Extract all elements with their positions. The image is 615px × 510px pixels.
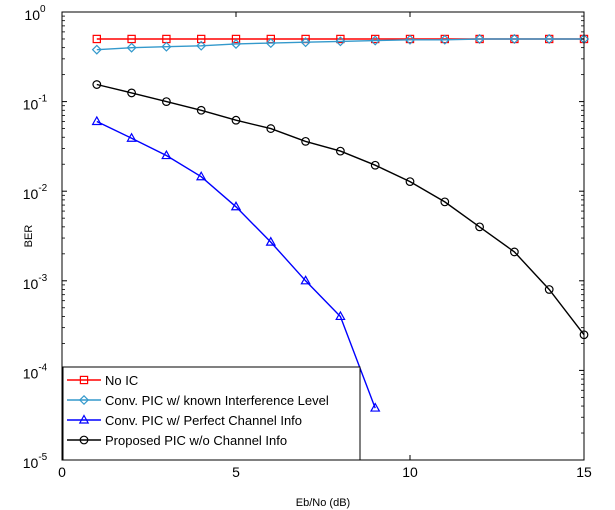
data-point [336, 34, 345, 44]
data-point [474, 33, 485, 45]
series-line [96, 38, 584, 51]
data-point [196, 40, 207, 51]
data-point [544, 33, 555, 45]
legend-item: Conv. PIC w/ known Interference Level [67, 393, 329, 408]
series-line [96, 120, 376, 409]
x-tick-label: 5 [232, 464, 240, 480]
series-4 [92, 80, 589, 340]
series-3 [91, 115, 381, 412]
data-point [301, 136, 311, 146]
data-point [91, 115, 103, 126]
data-point [404, 34, 416, 45]
series-layer [91, 33, 590, 412]
y-axis-label: BER [23, 225, 35, 248]
data-point [231, 115, 241, 125]
x-tick-label: 10 [402, 464, 418, 480]
legend-item: Conv. PIC w/ Perfect Channel Info [67, 413, 302, 428]
tick-layer: 0 5 10 15 100 10-1 10-2 10-3 10-4 10-5 [23, 4, 592, 480]
legend-label: Proposed PIC w/o Channel Info [105, 433, 287, 448]
legend-label: Conv. PIC w/ known Interference Level [105, 393, 329, 408]
data-point [371, 34, 380, 44]
legend-marker [78, 414, 90, 424]
legend-label: No IC [105, 373, 138, 388]
data-point [509, 33, 520, 45]
data-point [266, 124, 276, 133]
data-point [230, 201, 242, 211]
legend-item: No IC [67, 373, 138, 388]
data-point [92, 80, 102, 89]
data-point [405, 177, 415, 186]
data-point [265, 236, 277, 246]
legend-marker [78, 394, 90, 406]
data-point [300, 275, 311, 285]
data-point [336, 146, 345, 156]
data-point [126, 132, 137, 142]
data-point [161, 41, 172, 52]
series-2 [91, 33, 590, 55]
data-point [510, 247, 519, 257]
y-tick-label: 10-5 [23, 452, 48, 471]
data-point [335, 36, 346, 47]
legend: No IC Conv. PIC w/ known Interference Lev… [62, 366, 361, 461]
data-point [230, 38, 242, 49]
data-point [127, 88, 137, 98]
legend-label: Conv. PIC w/ Perfect Channel Info [105, 413, 302, 428]
data-point [231, 34, 241, 44]
series-line [96, 83, 585, 336]
data-point [91, 44, 102, 55]
data-point [196, 105, 206, 115]
data-point [369, 402, 381, 412]
legend-box [62, 366, 361, 461]
data-point [92, 34, 101, 44]
y-tick-label: 10-3 [23, 273, 48, 292]
data-point [335, 310, 346, 321]
y-tick-label: 100 [24, 4, 46, 23]
data-point [475, 222, 485, 232]
data-point [161, 149, 172, 160]
data-point [439, 34, 450, 45]
data-point [126, 42, 137, 53]
y-tick-label: 10-1 [23, 94, 48, 113]
data-point [195, 171, 207, 181]
data-point [265, 38, 276, 49]
legend-marker [79, 375, 89, 385]
data-point [127, 34, 136, 44]
data-point [197, 34, 206, 44]
data-point [161, 97, 171, 106]
data-point [544, 285, 554, 294]
y-tick-label: 10-2 [23, 183, 48, 202]
data-point [300, 37, 311, 48]
x-tick-label: 0 [58, 464, 66, 480]
data-point [370, 160, 380, 170]
data-point [440, 197, 450, 207]
legend-item: Proposed PIC w/o Channel Info [67, 433, 287, 448]
x-tick-label: 15 [576, 464, 592, 480]
x-axis-label: Eb/No (dB) [296, 497, 350, 509]
data-point [370, 35, 381, 46]
y-tick-label: 10-4 [23, 362, 48, 381]
legend-marker [79, 435, 89, 445]
